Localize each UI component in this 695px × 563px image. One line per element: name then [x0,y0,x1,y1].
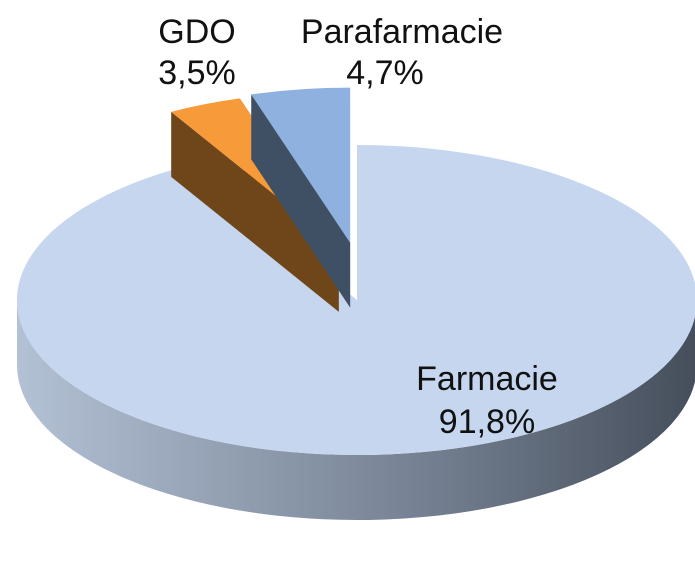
slice-value-label: 91,8% [439,403,535,441]
slice [17,145,695,455]
slice-side [17,300,695,520]
slice-value-label: 3,5% [158,54,236,92]
pie [17,87,695,520]
slice-label: Farmacie [416,360,558,398]
slice-label: Parafarmacie [301,13,503,51]
slice-value-label: 4,7% [346,54,424,92]
slice-wall [251,94,351,308]
slice-label: GDO [158,13,235,51]
slice-wall [171,111,339,312]
slice [251,87,351,243]
